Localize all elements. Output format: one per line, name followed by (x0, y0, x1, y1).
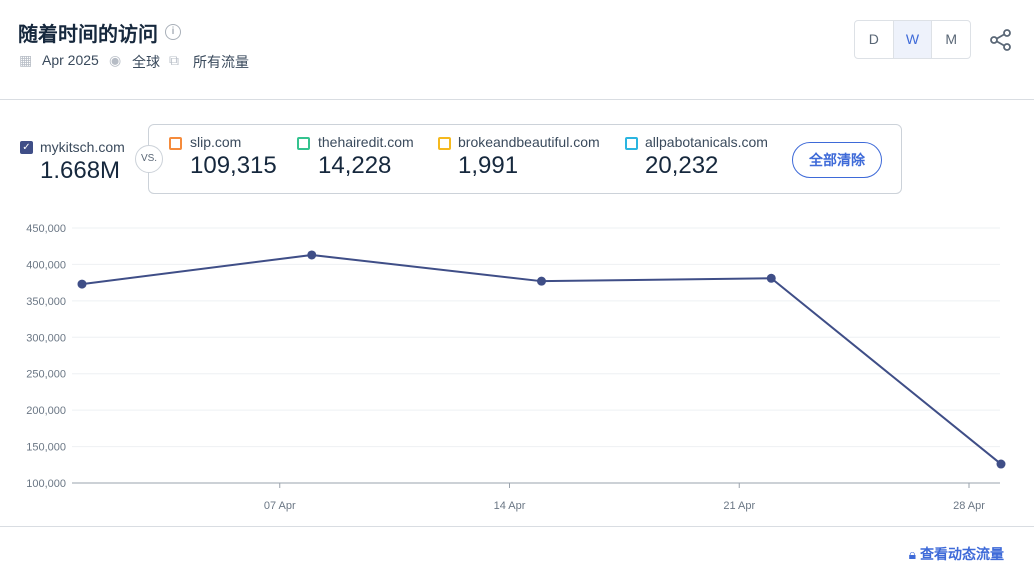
y-tick-label: 100,000 (26, 478, 66, 490)
competitor-value: 109,315 (190, 152, 277, 179)
share-icon[interactable] (989, 28, 1013, 52)
competitor-checkbox[interactable] (297, 137, 310, 150)
data-point (537, 276, 546, 286)
date-filter[interactable]: Apr 2025 (42, 52, 99, 68)
clear-all-button[interactable]: 全部清除 (792, 142, 882, 178)
main-site-name: mykitsch.com (40, 139, 125, 155)
competitor-value: 20,232 (645, 152, 719, 179)
competitor-checkbox[interactable] (169, 137, 182, 150)
competitor-name: thehairedit.com (318, 134, 414, 150)
main-site-value: 1.668M (40, 157, 121, 184)
y-tick-label: 150,000 (26, 442, 66, 454)
competitor-value: 1,991 (458, 152, 519, 179)
series-line (81, 253, 1002, 465)
vs-badge: VS. (135, 145, 163, 173)
competitor-name: slip.com (190, 134, 242, 150)
line-chart: 100,000 150,000 200,000 250,000 300,000 350,0… (26, 223, 1006, 512)
y-tick-label: 200,000 (26, 405, 66, 417)
globe-icon: ◉ (109, 52, 122, 68)
granularity-toggle: D W M (854, 20, 971, 59)
y-tick-label: 250,000 (26, 369, 66, 381)
info-icon[interactable]: i (165, 24, 181, 40)
main-site-checkbox[interactable]: ✓ (20, 141, 33, 154)
x-tick-label: 14 Apr (494, 500, 526, 512)
y-tick-label: 300,000 (26, 332, 66, 344)
page-title: 随着时间的访问 (18, 24, 158, 46)
devices-icon: ⧉ (169, 52, 179, 68)
data-point (766, 273, 776, 283)
divider (0, 99, 1034, 100)
view-dynamic-traffic-link[interactable]: 🔒︎ 查看动态流量 (909, 544, 1004, 564)
granularity-day[interactable]: D (855, 21, 894, 58)
granularity-month[interactable]: M (945, 31, 958, 47)
granularity-week[interactable]: W (893, 21, 933, 58)
x-tick-label: 28 Apr (953, 500, 985, 512)
data-point (307, 250, 317, 260)
competitor-checkbox[interactable] (438, 137, 451, 150)
data-point (77, 279, 87, 289)
competitor-name: brokeandbeautiful.com (458, 134, 600, 150)
competitor-checkbox[interactable] (625, 137, 638, 150)
lock-icon: 🔒︎ (908, 546, 917, 562)
view-dynamic-traffic-label: 查看动态流量 (920, 546, 1004, 562)
data-point (996, 459, 1006, 469)
x-tick-label: 07 Apr (264, 500, 296, 512)
y-tick-label: 350,000 (26, 296, 66, 308)
traffic-filter[interactable]: 所有流量 (193, 54, 249, 70)
region-filter[interactable]: 全球 (132, 54, 160, 70)
calendar-icon: ▦ (19, 52, 33, 68)
y-tick-label: 400,000 (26, 259, 66, 271)
competitor-value: 14,228 (318, 152, 392, 179)
y-tick-label: 450,000 (26, 223, 66, 235)
competitor-name: allpabotanicals.com (645, 134, 768, 150)
x-tick-label: 21 Apr (723, 500, 755, 512)
divider (0, 526, 1034, 527)
